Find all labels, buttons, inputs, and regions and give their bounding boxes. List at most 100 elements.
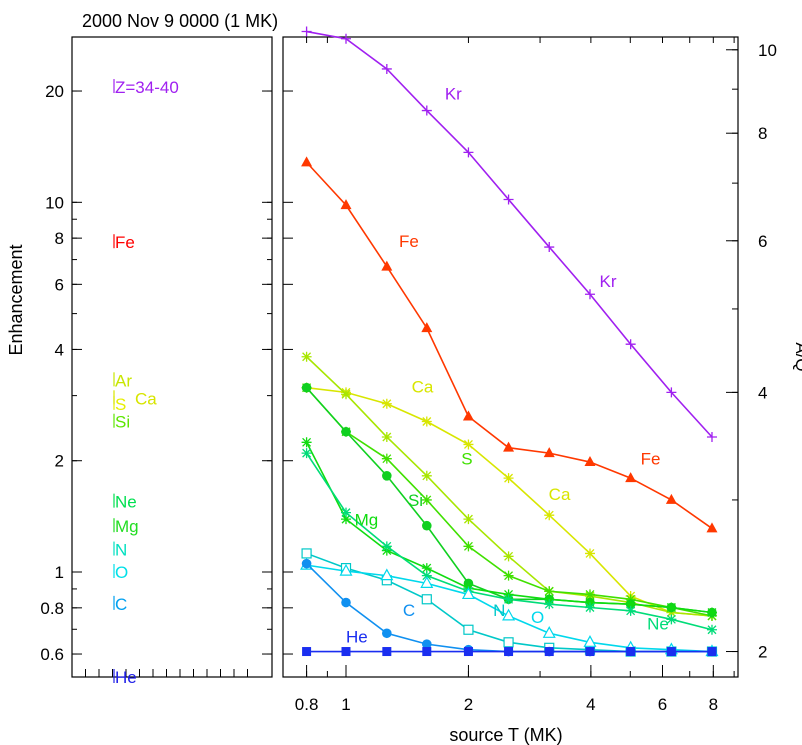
series-point — [706, 624, 717, 635]
series-point — [665, 493, 677, 504]
series-point — [584, 589, 595, 600]
left-y-tick-label: 4 — [55, 340, 64, 359]
series-si — [301, 382, 717, 618]
series-point — [421, 563, 432, 574]
x-tick-label: 2 — [464, 695, 473, 714]
series-point — [503, 194, 514, 205]
left-y-axis-label: Enhancement — [6, 244, 26, 355]
series-line — [306, 386, 713, 617]
left-y-tick-label: 2 — [55, 452, 64, 471]
series-label: Fe — [399, 232, 419, 251]
right-y-axis-label: A/Q — [792, 342, 802, 371]
series-point — [341, 426, 351, 437]
right-y-tick-label: 8 — [758, 124, 767, 143]
x-tick-label: 4 — [586, 695, 595, 714]
series-point — [666, 387, 677, 398]
series-he — [302, 647, 717, 657]
series-point — [421, 570, 432, 581]
series-point — [707, 647, 717, 657]
series-label: Ca — [549, 485, 571, 504]
series-point — [301, 26, 312, 37]
series-point — [626, 647, 636, 657]
left-panel: 0.6 0.8 1 2 4 6 8 10 20 Z=34-40 Fe Ar S Ca Si Ne Mg NOC H… — [6, 36, 273, 687]
series-point — [422, 639, 432, 649]
series-point — [625, 605, 636, 616]
series-point — [463, 147, 474, 158]
series-point — [421, 105, 432, 116]
series-point — [422, 520, 432, 531]
series-point — [341, 514, 352, 525]
left-y-tick-label: 0.8 — [40, 599, 64, 618]
x-tick-label: 6 — [658, 695, 667, 714]
series-point — [583, 635, 597, 647]
series-ca — [301, 382, 717, 621]
series-point — [625, 472, 637, 483]
series-point — [301, 448, 312, 459]
series-point — [301, 351, 312, 362]
series-label: N — [493, 601, 505, 620]
left-point-label: Ar — [115, 371, 132, 390]
series-point — [503, 551, 514, 562]
series-point — [341, 507, 352, 518]
left-point-label: O — [115, 563, 128, 582]
series-point — [301, 548, 312, 559]
left-point-label: Mg — [115, 517, 139, 536]
left-point-label: Z=34-40 — [115, 78, 179, 97]
series-label: Mg — [355, 511, 379, 530]
series-ar — [301, 351, 717, 621]
series-s — [301, 382, 717, 621]
series-point — [302, 647, 312, 657]
left-y-tick-label: 0.6 — [40, 645, 64, 664]
series-point — [666, 602, 677, 613]
chart-title: 2000 Nov 9 0000 (1 MK) — [82, 11, 278, 31]
series-point — [585, 647, 595, 657]
series-point — [625, 339, 636, 350]
left-point-label: Fe — [115, 233, 135, 252]
series-point — [381, 541, 392, 552]
series-point — [706, 522, 718, 533]
series-point — [666, 614, 677, 625]
series-point — [706, 607, 717, 618]
left-panel-tick-labels: 0.6 0.8 1 2 4 6 8 10 20 — [40, 82, 64, 664]
series-point — [421, 470, 432, 481]
series-point — [503, 637, 514, 648]
series-point — [584, 548, 595, 559]
series-point — [341, 389, 352, 400]
x-tick-label: 8 — [709, 695, 718, 714]
left-y-tick-label: 1 — [55, 563, 64, 582]
series-point — [301, 558, 312, 569]
x-tick-label: 0.8 — [295, 695, 319, 714]
series-point — [301, 437, 312, 448]
series-point — [420, 576, 434, 588]
left-point-label: Ca — [135, 389, 157, 408]
series-line — [305, 161, 713, 530]
series-point — [544, 586, 555, 597]
series-point — [666, 647, 676, 657]
series-point — [301, 382, 312, 393]
left-point-label: Ne — [115, 493, 137, 512]
series-point — [381, 260, 393, 271]
series-label: He — [346, 627, 368, 646]
series-point — [301, 156, 313, 167]
left-y-tick-label: 6 — [55, 275, 64, 294]
series-point — [544, 242, 555, 253]
series-label: S — [461, 449, 472, 468]
series-point — [463, 514, 474, 525]
series-point — [340, 199, 352, 210]
series-point — [381, 431, 392, 442]
left-point-label: S — [115, 395, 126, 414]
series-point — [503, 570, 514, 581]
left-y-tick-label: 20 — [45, 82, 64, 101]
series-label: Ne — [647, 615, 669, 634]
right-panel-tick-labels: 0.8 1 2 4 6 8 2 4 6 8 10 — [295, 41, 777, 714]
right-y-tick-label: 4 — [758, 383, 767, 402]
series-label: Kr — [445, 85, 462, 104]
left-panel-points: Z=34-40 Fe Ar S Ca Si Ne Mg NOC He — [113, 78, 179, 687]
left-point-label: C — [115, 595, 127, 614]
series-point — [421, 594, 432, 605]
right-y-tick-label: 10 — [758, 41, 777, 60]
series-point — [544, 599, 555, 610]
right-panel-series-labels: Kr Kr Fe Fe Ca Ca S Si Mg N O C Ne He — [346, 85, 669, 647]
